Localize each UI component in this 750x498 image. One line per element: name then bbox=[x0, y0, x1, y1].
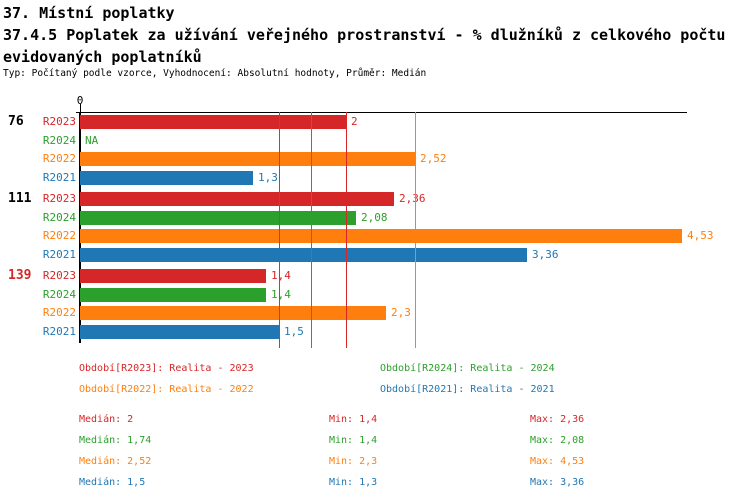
bar-value-label: 1,4 bbox=[271, 269, 291, 282]
group-label-139: 139 bbox=[8, 268, 32, 283]
stat-max-R2021: Max: 3,36 bbox=[530, 477, 585, 488]
median-line-R2024 bbox=[311, 112, 312, 348]
row-label-R2021: R2021 bbox=[42, 325, 76, 338]
row-label-R2024: R2024 bbox=[42, 211, 76, 224]
stat-median-R2022: Medián: 2,52 bbox=[79, 456, 152, 467]
group-label-76: 76 bbox=[8, 114, 24, 129]
bar-value-label: 2,3 bbox=[391, 306, 411, 319]
bar-value-label: 3,36 bbox=[532, 248, 559, 261]
stat-min-R2021: Min: 1,3 bbox=[329, 477, 378, 488]
bar-139-R2024 bbox=[80, 288, 266, 302]
row-label-R2023: R2023 bbox=[42, 269, 76, 282]
median-line-R2022 bbox=[415, 112, 416, 348]
stat-median-R2024: Medián: 1,74 bbox=[79, 435, 152, 446]
legend-item-R2024: Období[R2024]: Realita - 2024 bbox=[380, 363, 555, 374]
legend-item-R2021: Období[R2021]: Realita - 2021 bbox=[380, 384, 555, 395]
row-label-R2022: R2022 bbox=[42, 306, 76, 319]
stat-min-R2024: Min: 1,4 bbox=[329, 435, 378, 446]
legend-item-R2022: Období[R2022]: Realita - 2022 bbox=[79, 384, 254, 395]
bar-111-R2022 bbox=[80, 229, 682, 243]
bar-value-label: 2,08 bbox=[361, 211, 388, 224]
report-meta-line: Typ: Počítaný podle vzorce, Vyhodnocení:… bbox=[3, 68, 427, 79]
stat-max-R2023: Max: 2,36 bbox=[530, 414, 585, 425]
stat-min-R2023: Min: 1,4 bbox=[329, 414, 378, 425]
stat-min-R2022: Min: 2,3 bbox=[329, 456, 378, 467]
x-axis-tick-label: 0 bbox=[76, 94, 84, 107]
bar-value-label: 1,4 bbox=[271, 288, 291, 301]
bar-value-label: 2 bbox=[351, 115, 358, 128]
bar-111-R2023 bbox=[80, 192, 394, 206]
bar-value-label: NA bbox=[85, 134, 99, 147]
row-label-R2023: R2023 bbox=[42, 115, 76, 128]
row-label-R2021: R2021 bbox=[42, 171, 76, 184]
group-label-111: 111 bbox=[8, 191, 32, 206]
bar-76-R2023 bbox=[80, 115, 346, 129]
row-label-R2021: R2021 bbox=[42, 248, 76, 261]
bar-76-R2022 bbox=[80, 152, 415, 166]
x-axis-line bbox=[76, 112, 687, 113]
bar-value-label: 2,52 bbox=[420, 152, 447, 165]
bar-value-label: 4,53 bbox=[687, 229, 714, 242]
bar-139-R2021 bbox=[80, 325, 279, 339]
bar-value-label: 1,5 bbox=[284, 325, 304, 338]
bar-111-R2024 bbox=[80, 211, 356, 225]
bar-111-R2021 bbox=[80, 248, 527, 262]
bar-76-R2021 bbox=[80, 171, 253, 185]
row-label-R2024: R2024 bbox=[42, 134, 76, 147]
row-label-R2024: R2024 bbox=[42, 288, 76, 301]
bar-139-R2022 bbox=[80, 306, 386, 320]
report-subtitle: 37.4.5 Poplatek za užívání veřejného pro… bbox=[3, 26, 726, 66]
bar-value-label: 1,3 bbox=[258, 171, 278, 184]
bar-chart: 0 76 R2023 2 R2024 NA R2022 2,52 R2021 1,3 111 R202… bbox=[8, 94, 714, 348]
median-line-R2023 bbox=[346, 112, 347, 348]
stat-median-R2023: Medián: 2 bbox=[79, 414, 134, 425]
stat-median-R2021: Medián: 1,5 bbox=[79, 477, 146, 488]
row-label-R2022: R2022 bbox=[42, 152, 76, 165]
stat-max-R2022: Max: 4,53 bbox=[530, 456, 585, 467]
zero-tick bbox=[80, 104, 81, 112]
bar-value-label: 2,36 bbox=[399, 192, 426, 205]
median-line-R2021 bbox=[279, 112, 280, 348]
row-label-R2022: R2022 bbox=[42, 229, 76, 242]
row-label-R2023: R2023 bbox=[42, 192, 76, 205]
legend-item-R2023: Období[R2023]: Realita - 2023 bbox=[79, 363, 254, 374]
report-title: 37. Místní poplatky bbox=[3, 4, 175, 22]
y-axis-line bbox=[79, 112, 81, 343]
bar-139-R2023 bbox=[80, 269, 266, 283]
stat-max-R2024: Max: 2,08 bbox=[530, 435, 585, 446]
